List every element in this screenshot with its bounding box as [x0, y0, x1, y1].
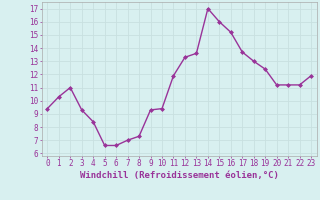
X-axis label: Windchill (Refroidissement éolien,°C): Windchill (Refroidissement éolien,°C) — [80, 171, 279, 180]
